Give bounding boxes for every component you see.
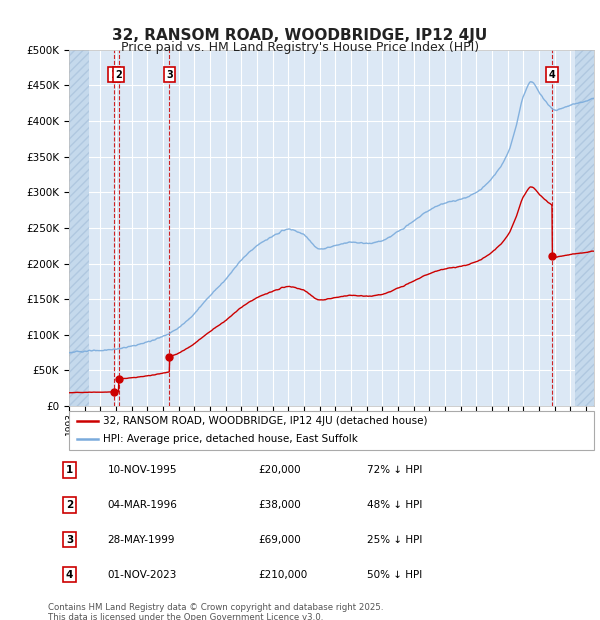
Text: 1: 1 xyxy=(66,465,73,475)
Text: £69,000: £69,000 xyxy=(259,535,301,545)
Text: £38,000: £38,000 xyxy=(259,500,301,510)
Text: 4: 4 xyxy=(66,570,73,580)
Text: 2: 2 xyxy=(66,500,73,510)
Text: 3: 3 xyxy=(66,535,73,545)
Text: 48% ↓ HPI: 48% ↓ HPI xyxy=(367,500,422,510)
Text: 32, RANSOM ROAD, WOODBRIDGE, IP12 4JU (detached house): 32, RANSOM ROAD, WOODBRIDGE, IP12 4JU (d… xyxy=(103,417,428,427)
Text: 1: 1 xyxy=(110,69,117,79)
Bar xyxy=(69,50,89,406)
Text: 10-NOV-1995: 10-NOV-1995 xyxy=(107,465,177,475)
Text: 4: 4 xyxy=(549,69,556,79)
Text: 50% ↓ HPI: 50% ↓ HPI xyxy=(367,570,422,580)
Text: 2: 2 xyxy=(115,69,122,79)
Text: 72% ↓ HPI: 72% ↓ HPI xyxy=(367,465,422,475)
Text: HPI: Average price, detached house, East Suffolk: HPI: Average price, detached house, East… xyxy=(103,434,358,444)
Text: 01-NOV-2023: 01-NOV-2023 xyxy=(107,570,177,580)
Bar xyxy=(575,50,594,406)
Text: 3: 3 xyxy=(166,69,173,79)
Text: 25% ↓ HPI: 25% ↓ HPI xyxy=(367,535,422,545)
Text: £20,000: £20,000 xyxy=(259,465,301,475)
Text: £210,000: £210,000 xyxy=(259,570,308,580)
Text: 28-MAY-1999: 28-MAY-1999 xyxy=(107,535,175,545)
Text: Price paid vs. HM Land Registry's House Price Index (HPI): Price paid vs. HM Land Registry's House … xyxy=(121,41,479,53)
Text: Contains HM Land Registry data © Crown copyright and database right 2025.
This d: Contains HM Land Registry data © Crown c… xyxy=(48,603,383,620)
Text: 04-MAR-1996: 04-MAR-1996 xyxy=(107,500,177,510)
Text: 32, RANSOM ROAD, WOODBRIDGE, IP12 4JU: 32, RANSOM ROAD, WOODBRIDGE, IP12 4JU xyxy=(112,29,488,43)
